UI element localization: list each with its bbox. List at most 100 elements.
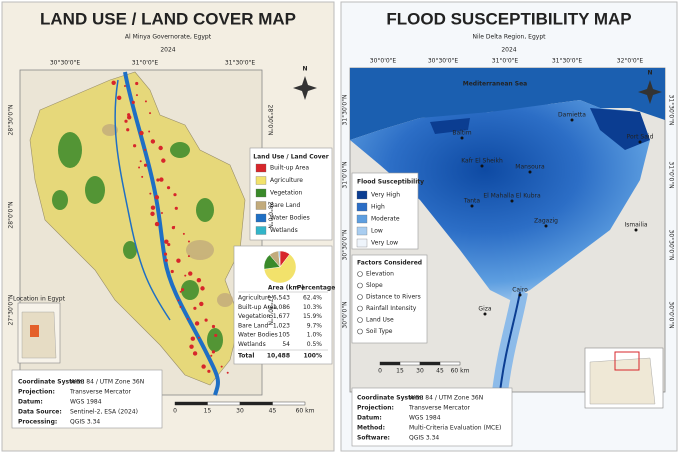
- pie-slice: [279, 250, 281, 268]
- subtitle: Nile Delta Region, Egypt: [472, 34, 546, 41]
- lat-label: 27°30'0"N: [267, 295, 274, 326]
- legend-swatch: [255, 188, 267, 198]
- city-dot: [570, 118, 574, 122]
- legend-box: [249, 147, 333, 241]
- table-cell: 6,543: [273, 295, 290, 302]
- legend-label: Agriculture: [270, 177, 303, 184]
- north-label: N: [647, 70, 652, 77]
- info-key: Projection:: [18, 389, 55, 396]
- table-cell: 54: [282, 341, 290, 348]
- legend-swatch: [255, 163, 267, 173]
- scale-label: 30: [416, 368, 424, 375]
- factor-icon: [357, 294, 363, 300]
- city-label: Damietta: [558, 112, 586, 119]
- factor-label: Rainfall Intensity: [366, 305, 417, 312]
- city-dot: [544, 224, 548, 228]
- lat-label: 31°30'0"N: [668, 95, 675, 126]
- legend-label: Built-up Area: [270, 165, 309, 172]
- table-cell: 1,023: [273, 322, 290, 329]
- scale-segment: [399, 361, 421, 366]
- info-key: Software:: [357, 435, 390, 442]
- info-value: QGIS 3.34: [409, 435, 439, 442]
- scale-label: 30: [236, 408, 244, 415]
- city-label: Ismailia: [624, 222, 647, 229]
- table-cell: 62.4%: [303, 295, 322, 302]
- info-key: Coordinate System:: [357, 395, 424, 402]
- info-key: Data Source:: [18, 409, 62, 416]
- lon-label: 31°30'0"E: [225, 60, 255, 67]
- info-key: Coordinate System:: [18, 379, 85, 386]
- scale-segment: [419, 361, 441, 366]
- vegetation-patches: [52, 132, 223, 352]
- scale-segment: [272, 401, 306, 406]
- lat-label: 28°30'0"N: [267, 105, 274, 136]
- legend-label: Water Bodies: [270, 215, 310, 222]
- table-cell: 9.7%: [307, 322, 323, 329]
- info-value: WGS 84 / UTM Zone 36N: [70, 379, 144, 386]
- lon-label: 31°0'0"E: [132, 60, 159, 67]
- scale-segment: [439, 361, 461, 366]
- city-label: Baltim: [452, 130, 471, 137]
- legend-label: Vegetation: [270, 190, 303, 197]
- nile-river: [499, 291, 521, 393]
- info-key: Projection:: [357, 405, 394, 412]
- city-dot: [528, 170, 532, 174]
- city-label: Giza: [478, 306, 491, 313]
- lake-manzala: [590, 108, 650, 150]
- year: 2024: [501, 47, 516, 54]
- factor-label: Land Use: [366, 317, 394, 324]
- canal: [114, 79, 171, 321]
- table-total: 10,488: [267, 353, 290, 360]
- table-cell: Agriculture: [238, 295, 271, 302]
- table-cell: 105: [279, 332, 291, 339]
- title: FLOOD SUSCEPTIBILITY MAP: [386, 9, 631, 28]
- legend-label: Moderate: [371, 216, 400, 223]
- scale-label: 60 km: [296, 408, 315, 415]
- city-dot: [460, 136, 464, 140]
- legend-label: Very High: [371, 192, 400, 199]
- info-value: Transverse Mercator: [408, 405, 470, 412]
- table-cell: 10.3%: [303, 304, 322, 311]
- factor-icon: [357, 328, 363, 335]
- legend-swatch: [356, 190, 368, 200]
- table-total: 100%: [303, 353, 322, 360]
- info-value: Multi-Criteria Evaluation (MCE): [409, 425, 501, 432]
- inset-label: Location in Egypt: [13, 296, 66, 303]
- scale-segment: [379, 361, 401, 366]
- city-dot: [638, 140, 642, 144]
- info-value: WGS 1984: [70, 399, 102, 406]
- factor-icon: [357, 282, 363, 289]
- info-key: Datum:: [357, 415, 382, 422]
- city-dot: [510, 199, 514, 203]
- table-cell: Vegetation: [238, 313, 271, 320]
- lat-label: 28°0'0"N: [8, 201, 15, 228]
- city-label: Mansoura: [515, 164, 545, 171]
- legend-swatch: [356, 238, 368, 248]
- factor-label: Slope: [366, 282, 383, 289]
- lon-label: 31°0'0"E: [492, 58, 519, 65]
- info-box: [351, 387, 513, 447]
- legend-swatch: [255, 176, 267, 185]
- legend-title: Flood Susceptibility: [357, 179, 424, 186]
- info-key: Processing:: [18, 419, 57, 426]
- lat-label: 28°30'0"N: [8, 105, 15, 136]
- north-arrow: [638, 80, 662, 104]
- legend-swatch: [356, 226, 368, 236]
- table-cell: Wetlands: [238, 341, 266, 348]
- scale-segment: [239, 401, 273, 406]
- inset-egypt: [589, 357, 656, 405]
- lat-label: 30°30'0"N: [668, 230, 675, 261]
- city-label: Cairo: [512, 287, 528, 294]
- sea-label: Mediterranean Sea: [463, 81, 528, 88]
- lat-label: 31°0'0"N: [668, 161, 675, 188]
- sea: [350, 68, 665, 140]
- info-key: Method:: [357, 425, 385, 432]
- scale-label: 15: [204, 408, 212, 415]
- factors-box: [351, 254, 428, 344]
- scale-label: 45: [436, 368, 444, 375]
- scale-label: 60 km: [451, 368, 470, 375]
- table-cell: Built-up Area: [238, 304, 277, 311]
- legend-label: Very Low: [371, 240, 398, 247]
- city-dot: [480, 164, 484, 168]
- scale-label: 0: [173, 408, 177, 415]
